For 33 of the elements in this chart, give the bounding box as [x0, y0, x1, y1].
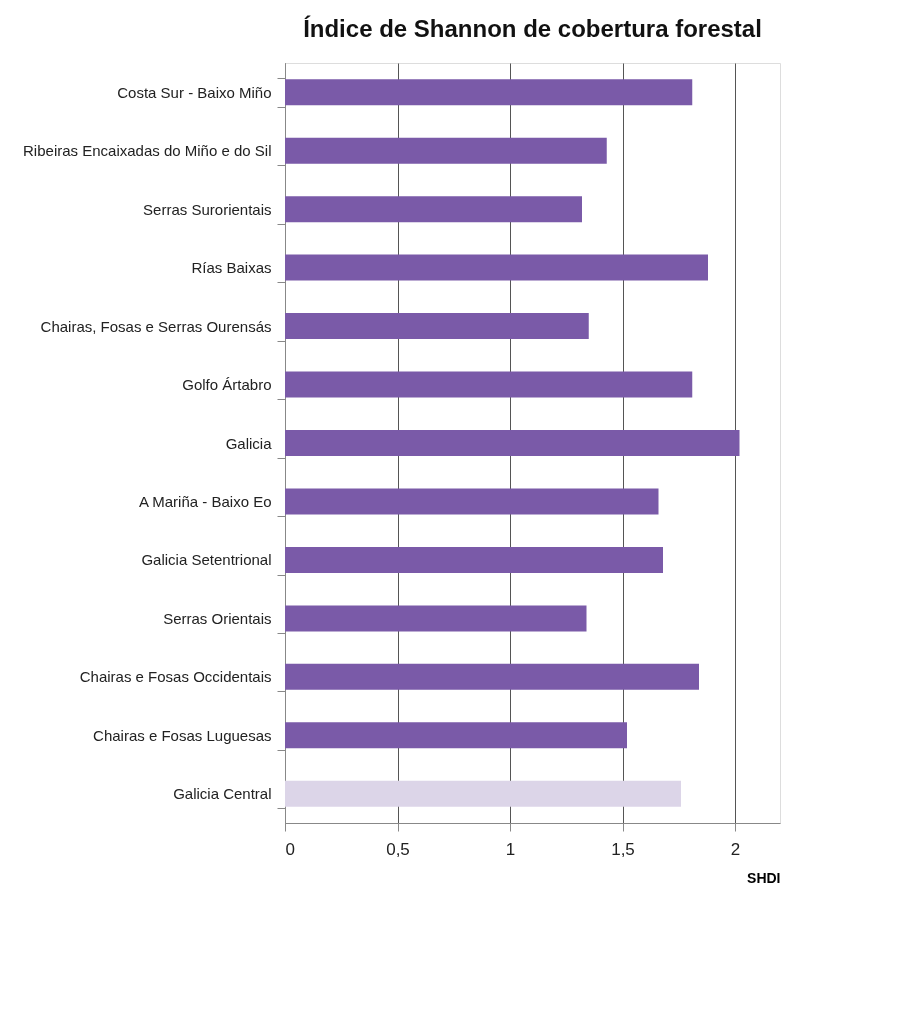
x-tick-label: 1,5	[611, 839, 635, 859]
bar	[285, 722, 627, 749]
y-tick-label: Chairas e Fosas Occidentais	[79, 668, 272, 686]
bar	[285, 663, 699, 690]
y-tick-label: Chairas, Fosas e Serras Ourensás	[40, 317, 272, 335]
chart-title: Índice de Shannon de cobertura forestal	[303, 15, 762, 42]
y-tick-label: Golfo Ártabro	[182, 376, 272, 394]
x-tick-label: 0	[285, 839, 295, 859]
y-tick-label: Costa Sur - Baixo Miño	[117, 83, 272, 101]
bar	[285, 137, 607, 164]
bar	[285, 254, 708, 281]
y-tick-label: Galicia Central	[173, 785, 272, 803]
bar	[285, 488, 659, 515]
y-tick-label: Galicia	[225, 434, 273, 452]
x-tick-label: 0,5	[386, 839, 410, 859]
y-tick-label: Serras Orientais	[163, 609, 272, 627]
bar	[285, 196, 582, 223]
bar	[285, 546, 663, 573]
x-tick-label: 2	[730, 839, 741, 859]
bar	[285, 780, 681, 807]
bar	[285, 313, 589, 340]
bar	[285, 605, 587, 632]
y-tick-label: Galicia Setentrional	[141, 551, 272, 569]
y-tick-label: Chairas e Fosas Luguesas	[93, 726, 272, 744]
y-tick-label: Serras Surorientais	[143, 200, 272, 218]
y-tick-label: Ribeiras Encaixadas do Miño e do Sil	[23, 142, 272, 160]
bar	[285, 371, 693, 398]
bar	[285, 430, 740, 456]
y-tick-label: Rías Baixas	[191, 259, 272, 277]
y-tick-label: A Mariña - Baixo Eo	[138, 492, 272, 510]
x-axis-title: SHDI	[747, 869, 781, 886]
bar	[285, 79, 693, 106]
x-tick-label: 1	[505, 839, 516, 859]
